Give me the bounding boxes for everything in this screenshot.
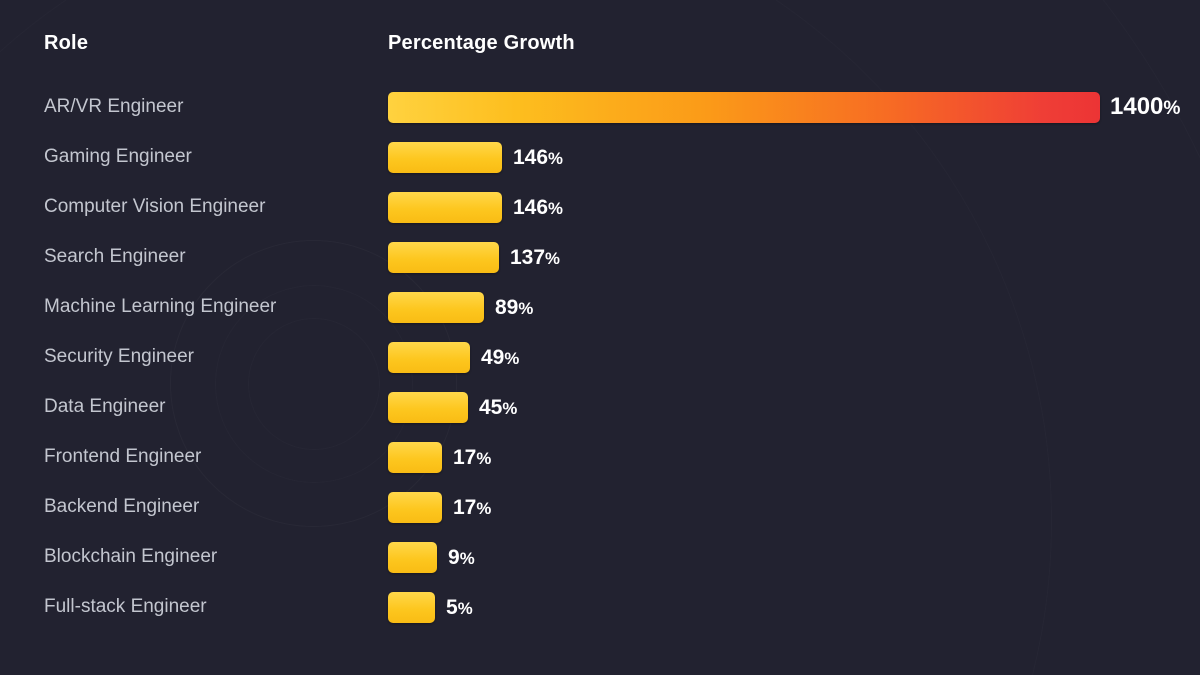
bar-value-number: 5 [446,595,458,619]
bar-value-label: 1400% [1110,95,1180,119]
bar-value-percent-sign: % [502,398,518,418]
bar[interactable] [388,291,484,323]
bar-row[interactable]: Backend Engineer 17% [0,482,1200,532]
bar-value-percent-sign: % [459,548,475,568]
row-label: Gaming Engineer [44,146,192,167]
bar[interactable] [388,141,502,173]
bar-value-number: 17 [453,495,477,519]
bar-track: 45% [388,382,517,432]
row-label: AR/VR Engineer [44,96,184,117]
bar-value-number: 9 [448,545,460,569]
row-label: Frontend Engineer [44,446,202,467]
bar[interactable] [388,491,442,523]
row-label: Search Engineer [44,246,186,267]
row-label: Security Engineer [44,346,194,367]
bar-value-number: 49 [481,345,505,369]
bar-track: 146% [388,132,563,182]
row-label: Blockchain Engineer [44,546,218,567]
bar-value-number: 146 [513,145,549,169]
bar-row[interactable]: Frontend Engineer 17% [0,432,1200,482]
bar-value-label: 137% [510,247,560,268]
bar-row[interactable]: Computer Vision Engineer 146% [0,182,1200,232]
bar-track: 89% [388,282,533,332]
bar-value-label: 49% [481,347,519,368]
bar-row[interactable]: Machine Learning Engineer 89% [0,282,1200,332]
bar-value-number: 45 [479,395,503,419]
bar-track: 137% [388,232,560,282]
header-role: Role [44,32,89,54]
bar-value-percent-sign: % [548,198,563,218]
bar-value-label: 5% [446,597,473,618]
bar-track: 146% [388,182,563,232]
bar-row[interactable]: AR/VR Engineer 1400% [0,82,1200,132]
row-label: Backend Engineer [44,496,200,517]
bar-value-number: 1400 [1110,93,1164,120]
bar-value-label: 9% [448,547,475,568]
bar-value-label: 146% [513,197,563,218]
bar[interactable] [388,341,470,373]
bar[interactable] [388,191,502,223]
bar-row[interactable]: Blockchain Engineer 9% [0,532,1200,582]
bar-track: 5% [388,582,473,632]
bar-value-label: 45% [479,397,517,418]
bar-value-label: 146% [513,147,563,168]
header-percentage-growth: Percentage Growth [388,32,575,54]
bar[interactable] [388,91,1100,123]
bar[interactable] [388,241,499,273]
bar-value-percent-sign: % [504,348,520,368]
bar-row[interactable]: Security Engineer 49% [0,332,1200,382]
bar-track: 17% [388,482,491,532]
bar-value-label: 89% [495,297,533,318]
bar-value-percent-sign: % [457,598,473,618]
bar-value-number: 17 [453,445,477,469]
bar-value-label: 17% [453,447,491,468]
bar-value-percent-sign: % [545,248,560,268]
bar-row[interactable]: Search Engineer 137% [0,232,1200,282]
bar-value-number: 146 [513,195,549,219]
bar-track: 49% [388,332,519,382]
bar-row[interactable]: Data Engineer 45% [0,382,1200,432]
bar-value-percent-sign: % [476,448,492,468]
bar-value-percent-sign: % [548,148,563,168]
bar-row[interactable]: Gaming Engineer 146% [0,132,1200,182]
bar-track: 9% [388,532,475,582]
bar-value-percent-sign: % [476,498,492,518]
bar-row[interactable]: Full-stack Engineer 5% [0,582,1200,632]
bar-value-number: 89 [495,295,519,319]
bar-value-number: 137 [510,245,546,269]
bar[interactable] [388,391,468,423]
bar[interactable] [388,591,435,623]
row-label: Data Engineer [44,396,166,417]
row-label: Full-stack Engineer [44,596,207,617]
bar-value-percent-sign: % [518,298,534,318]
bar-track: 17% [388,432,491,482]
column-headers: Role Percentage Growth [0,0,1200,80]
bar[interactable] [388,441,442,473]
row-label: Machine Learning Engineer [44,296,277,317]
bar-track: 1400% [388,82,1180,132]
bar-value-label: 17% [453,497,491,518]
bar-value-percent-sign: % [1163,98,1181,119]
bar[interactable] [388,541,437,573]
row-label: Computer Vision Engineer [44,196,266,217]
